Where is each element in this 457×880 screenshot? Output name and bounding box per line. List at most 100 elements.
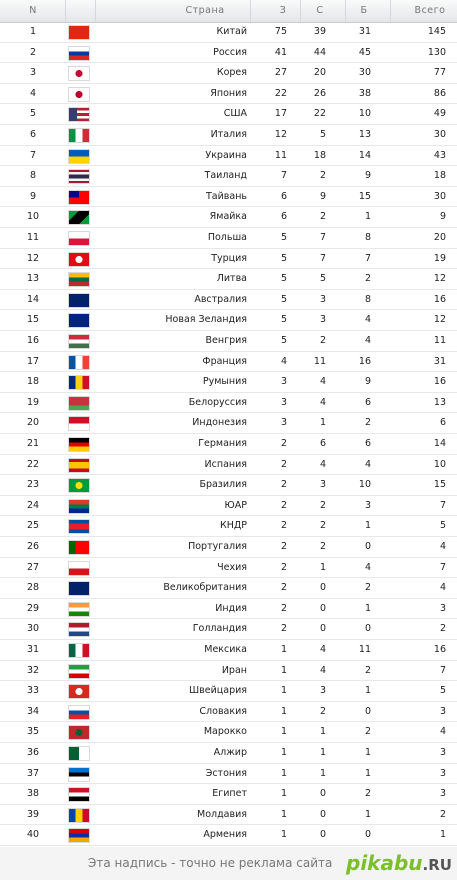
rank: 26 bbox=[26, 541, 40, 552]
medal-count: 15 bbox=[358, 190, 371, 202]
medal-count: 11 bbox=[433, 335, 446, 346]
medal-count: 2 bbox=[280, 479, 287, 491]
medal-count: 2 bbox=[439, 623, 446, 635]
medal-count: 9 bbox=[364, 170, 371, 182]
table-row: 22 Испания 2 4 4 10 bbox=[0, 455, 457, 476]
country-name: Франция bbox=[202, 355, 247, 367]
medal-count: 0 bbox=[364, 829, 371, 841]
medal-count: 11 bbox=[313, 355, 326, 367]
medal-count: 3 bbox=[319, 314, 326, 326]
medal-count: 3 bbox=[439, 602, 446, 614]
medal-count: 4 bbox=[439, 726, 446, 738]
medal-count: 5 bbox=[280, 232, 287, 243]
rank: 36 bbox=[26, 747, 40, 758]
medal-count: 1 bbox=[280, 685, 287, 697]
column-header: Страна bbox=[185, 5, 225, 16]
medal-count: 1 bbox=[280, 747, 287, 758]
medal-count: 19 bbox=[433, 252, 446, 264]
medal-count: 5 bbox=[439, 685, 446, 697]
medal-count: 12 bbox=[433, 273, 446, 285]
rank: 40 bbox=[26, 829, 40, 841]
medal-count: 1 bbox=[280, 829, 287, 841]
flag-icon bbox=[69, 561, 89, 575]
flag-icon bbox=[69, 479, 89, 493]
medal-count: 0 bbox=[319, 788, 326, 800]
table-row: 3 Корея 27 20 30 77 bbox=[0, 63, 457, 84]
medal-count: 30 bbox=[433, 129, 446, 140]
medal-count: 26 bbox=[313, 87, 326, 99]
flag-icon bbox=[69, 808, 89, 822]
country-name: Украина bbox=[205, 149, 247, 161]
medal-count: 39 bbox=[313, 26, 326, 37]
medal-count: 3 bbox=[364, 499, 371, 511]
rank: 20 bbox=[26, 417, 40, 429]
medal-count: 6 bbox=[364, 396, 371, 408]
rank: 37 bbox=[26, 767, 40, 779]
medal-count: 5 bbox=[439, 520, 446, 532]
table-row: 7 Украина 11 18 14 43 bbox=[0, 146, 457, 167]
rank: 7 bbox=[29, 149, 37, 161]
column-header: Всего bbox=[414, 5, 446, 16]
column-separator bbox=[95, 0, 96, 22]
flag-icon bbox=[69, 685, 89, 699]
table-row: 24 ЮАР 2 2 3 7 bbox=[0, 496, 457, 517]
country-name: Эстония bbox=[205, 767, 247, 779]
medal-count: 3 bbox=[319, 479, 326, 491]
medal-count: 18 bbox=[433, 170, 446, 182]
table-row: 25 КНДР 2 2 1 5 bbox=[0, 516, 457, 537]
table-row: 12 Турция 5 7 7 19 bbox=[0, 249, 457, 270]
medal-count: 3 bbox=[319, 293, 326, 305]
medal-count: 4 bbox=[319, 396, 326, 408]
medal-count: 7 bbox=[439, 561, 446, 573]
table-row: 28 Великобритания 2 0 2 4 bbox=[0, 578, 457, 599]
medal-count: 2 bbox=[280, 623, 287, 635]
rank: 28 bbox=[26, 582, 40, 594]
rank: 3 bbox=[29, 67, 37, 79]
medal-count: 1 bbox=[364, 808, 371, 820]
medal-count: 16 bbox=[358, 355, 371, 367]
medal-count: 1 bbox=[364, 685, 371, 697]
medal-count: 6 bbox=[280, 190, 287, 202]
medal-count: 4 bbox=[439, 582, 446, 594]
country-name: ЮАР bbox=[224, 499, 247, 511]
table-row: 32 Иран 1 4 2 7 bbox=[0, 661, 457, 682]
flag-icon bbox=[69, 149, 89, 163]
rank: 8 bbox=[29, 170, 37, 182]
medal-count: 20 bbox=[433, 232, 446, 243]
medal-count: 49 bbox=[433, 108, 446, 120]
table-row: 14 Австралия 5 3 8 16 bbox=[0, 290, 457, 311]
flag-icon bbox=[69, 747, 89, 760]
table-row: 23 Бразилия 2 3 10 15 bbox=[0, 475, 457, 496]
country-name: Новая Зеландия bbox=[165, 314, 247, 326]
table-row: 2 Россия 41 44 45 130 bbox=[0, 43, 457, 64]
country-name: Алжир bbox=[213, 747, 247, 758]
medal-count: 5 bbox=[319, 129, 326, 140]
flag-icon bbox=[69, 87, 89, 101]
table-row: 13 Литва 5 5 2 12 bbox=[0, 269, 457, 290]
country-name: Польша bbox=[207, 232, 247, 243]
table-row: 21 Германия 2 6 6 14 bbox=[0, 434, 457, 455]
medal-count: 4 bbox=[364, 335, 371, 346]
medal-count: 30 bbox=[433, 190, 446, 202]
rank: 33 bbox=[26, 685, 40, 697]
column-header: N bbox=[29, 5, 37, 16]
medal-count: 7 bbox=[319, 232, 326, 243]
country-name: Италия bbox=[210, 129, 247, 140]
rank: 23 bbox=[26, 479, 40, 491]
table-row: 17 Франция 4 11 16 31 bbox=[0, 352, 457, 373]
medal-count: 2 bbox=[319, 335, 326, 346]
table-row: 20 Индонезия 3 1 2 6 bbox=[0, 413, 457, 434]
flag-icon bbox=[69, 232, 89, 245]
country-name: Венгрия bbox=[205, 335, 247, 346]
column-separator bbox=[65, 0, 66, 22]
rank: 30 bbox=[26, 623, 40, 635]
medal-count: 6 bbox=[280, 211, 287, 223]
country-name: Китай bbox=[216, 26, 247, 37]
rank: 38 bbox=[26, 788, 40, 800]
rank: 12 bbox=[26, 252, 40, 264]
medal-count: 15 bbox=[433, 479, 446, 491]
rank: 14 bbox=[26, 293, 40, 305]
medal-count: 1 bbox=[280, 726, 287, 738]
medal-count: 2 bbox=[364, 664, 371, 676]
rank: 18 bbox=[26, 376, 40, 388]
